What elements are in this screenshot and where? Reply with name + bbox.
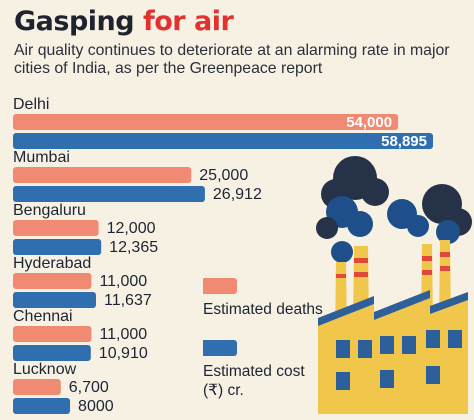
value-label-cost-hyderabad: 11,637 xyxy=(104,292,152,309)
bar-deaths-chennai xyxy=(13,326,92,342)
smoke-clouds xyxy=(316,156,472,263)
legend-swatch-cost xyxy=(203,340,237,356)
value-label-deaths-mumbai: 25,000 xyxy=(199,167,248,184)
value-label-deaths-delhi: 54,000 xyxy=(346,114,392,131)
bar-cost-mumbai xyxy=(13,186,205,202)
city-label-delhi: Delhi xyxy=(13,96,49,113)
city-label-hyderabad: Hyderabad xyxy=(13,255,91,272)
value-label-cost-lucknow: 8000 xyxy=(78,398,114,415)
factory-with-smoke-icon xyxy=(316,156,472,414)
bars-layer: Delhi 54,000 58,895 Mumbai 25,000 26,912 Benga… xyxy=(13,96,433,415)
city-label-bengaluru: Bengaluru xyxy=(13,202,86,219)
title-part-2: for air xyxy=(143,6,234,37)
factory-building xyxy=(318,290,468,414)
legend-item-deaths: Estimated deaths xyxy=(203,278,323,319)
subtitle: Air quality continues to deteriorate at … xyxy=(14,42,450,77)
city-label-chennai: Chennai xyxy=(13,308,73,325)
bar-cost-lucknow xyxy=(13,398,71,414)
bar-cost-bengaluru xyxy=(13,239,102,255)
legend-label-deaths: Estimated deaths xyxy=(203,301,323,318)
bar-deaths-hyderabad xyxy=(13,273,92,289)
value-label-deaths-chennai: 11,000 xyxy=(99,326,147,343)
city-label-mumbai: Mumbai xyxy=(13,149,70,166)
city-label-lucknow: Lucknow xyxy=(13,361,77,378)
value-label-cost-mumbai: 26,912 xyxy=(213,186,262,203)
value-label-cost-chennai: 10,910 xyxy=(99,345,148,362)
legend-label-cost: Estimated cost (₹) cr. xyxy=(203,363,305,399)
bar-deaths-mumbai xyxy=(13,167,192,183)
page-title: Gasping for air xyxy=(14,3,234,41)
value-label-deaths-hyderabad: 11,000 xyxy=(99,273,147,290)
value-label-deaths-lucknow: 6,700 xyxy=(69,379,109,396)
title-part-1: Gasping xyxy=(14,6,135,37)
bar-deaths-delhi xyxy=(13,114,399,130)
bar-deaths-lucknow xyxy=(13,379,61,395)
value-label-cost-delhi: 58,895 xyxy=(381,133,427,150)
legend-item-cost: Estimated cost (₹) cr. xyxy=(203,340,323,400)
bar-cost-delhi xyxy=(13,133,433,149)
bar-deaths-bengaluru xyxy=(13,220,99,236)
value-label-cost-bengaluru: 12,365 xyxy=(109,239,158,256)
value-label-deaths-bengaluru: 12,000 xyxy=(107,220,156,237)
bar-cost-chennai xyxy=(13,345,91,361)
legend-swatch-deaths xyxy=(203,278,237,294)
bar-cost-hyderabad xyxy=(13,292,96,308)
